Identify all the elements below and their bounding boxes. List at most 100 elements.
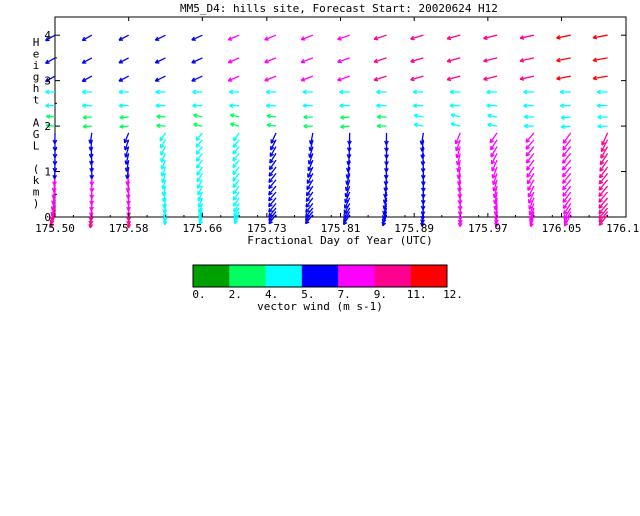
y-axis-label-char: L: [33, 140, 40, 153]
wind-vector: [301, 35, 313, 40]
wind-vector: [557, 58, 571, 62]
wind-vector: [120, 125, 129, 129]
wind-vector: [234, 133, 240, 141]
wind-vector: [82, 104, 92, 108]
wind-vector: [338, 58, 350, 63]
wind-vector: [411, 76, 424, 81]
wind-vector: [192, 58, 203, 63]
wind-vector: [524, 104, 534, 108]
colorbar-swatch: [411, 265, 448, 287]
wind-vectors: [46, 35, 608, 228]
wind-vector: [385, 133, 389, 145]
wind-vector: [374, 76, 386, 81]
colorbar-tick-label: 12.: [443, 288, 463, 301]
wind-vector: [157, 115, 166, 119]
colorbar-tick-label: 11.: [407, 288, 427, 301]
wind-vector: [340, 125, 349, 129]
x-tick-label: 175.58: [109, 222, 149, 235]
wind-vector: [597, 104, 608, 108]
wind-vector: [597, 90, 608, 94]
wind-vector: [119, 90, 129, 94]
wind-vector: [46, 58, 55, 63]
colorbar-tick-label: 2.: [229, 288, 242, 301]
wind-vector: [119, 76, 129, 81]
wind-vector: [487, 104, 497, 108]
wind-vector: [160, 133, 165, 141]
wind-vector: [593, 35, 607, 39]
wind-vector: [157, 124, 166, 128]
wind-vector: [348, 133, 352, 145]
wind-vector: [194, 114, 203, 118]
wind-vector: [196, 153, 202, 161]
wind-vector: [374, 58, 386, 63]
wind-vector: [119, 35, 129, 40]
wind-vector: [228, 58, 239, 63]
y-tick-label: 2: [44, 120, 51, 133]
wind-vector: [155, 35, 165, 40]
wind-vector: [230, 114, 239, 118]
wind-vector: [228, 76, 239, 81]
y-tick-label: 0: [44, 211, 51, 224]
wind-vector: [265, 76, 276, 81]
wind-vector: [82, 90, 92, 94]
y-tick-label: 1: [44, 166, 51, 179]
wind-vector: [413, 104, 423, 108]
wind-vector: [304, 124, 313, 128]
wind-vector: [338, 76, 350, 81]
wind-vector: [303, 90, 313, 94]
y-axis-label-char: ): [33, 197, 40, 210]
wind-vector: [524, 90, 534, 94]
wind-vector: [193, 104, 203, 108]
wind-vector: [46, 90, 55, 94]
wind-vector: [377, 115, 386, 119]
colorbar: 0.2.4.5.7.9.11.12. vector wind (m s-1): [192, 265, 463, 313]
wind-vector: [377, 124, 386, 128]
y-tick-label: 3: [44, 75, 51, 88]
wind-vector: [155, 76, 165, 81]
wind-vector: [155, 58, 165, 63]
chart-title: MM5_D4: hills site, Forecast Start: 2002…: [180, 2, 498, 15]
colorbar-swatches: [193, 265, 448, 287]
wind-vector: [524, 124, 534, 128]
wind-vector: [520, 35, 534, 39]
wind-vector: [46, 115, 55, 119]
wind-vector: [414, 123, 423, 127]
wind-vector: [560, 104, 570, 108]
colorbar-label: vector wind (m s-1): [257, 300, 383, 313]
wind-vector: [487, 90, 497, 94]
wind-vector: [82, 35, 92, 40]
wind-vector: [602, 133, 608, 145]
wind-vector: [83, 125, 92, 129]
x-tick-label: 175.50: [35, 222, 75, 235]
wind-vector: [301, 76, 313, 81]
wind-vector: [46, 104, 55, 108]
wind-vector: [156, 104, 166, 108]
wind-vector: [520, 58, 534, 62]
wind-vector: [228, 35, 239, 40]
wind-vector: [53, 133, 57, 144]
wind-vector: [233, 153, 239, 160]
wind-vector: [83, 116, 92, 120]
wind-vector: [197, 160, 203, 168]
wind-vector: [598, 115, 608, 119]
wind-vector: [484, 58, 497, 62]
colorbar-swatch: [229, 265, 266, 287]
wind-vector: [450, 90, 460, 94]
wind-vector: [376, 90, 386, 94]
wind-vector: [340, 104, 350, 108]
wind-vector: [193, 90, 203, 94]
colorbar-swatch: [302, 265, 339, 287]
wind-vector: [119, 104, 129, 108]
wind-vector: [520, 76, 534, 80]
wind-vector: [414, 114, 423, 118]
wind-vector: [451, 123, 460, 127]
x-tick-label: 176.12: [606, 222, 640, 235]
wind-vector: [156, 90, 166, 94]
wind-vector: [267, 114, 276, 118]
wind-vector: [265, 58, 276, 63]
wind-vector: [82, 76, 92, 81]
